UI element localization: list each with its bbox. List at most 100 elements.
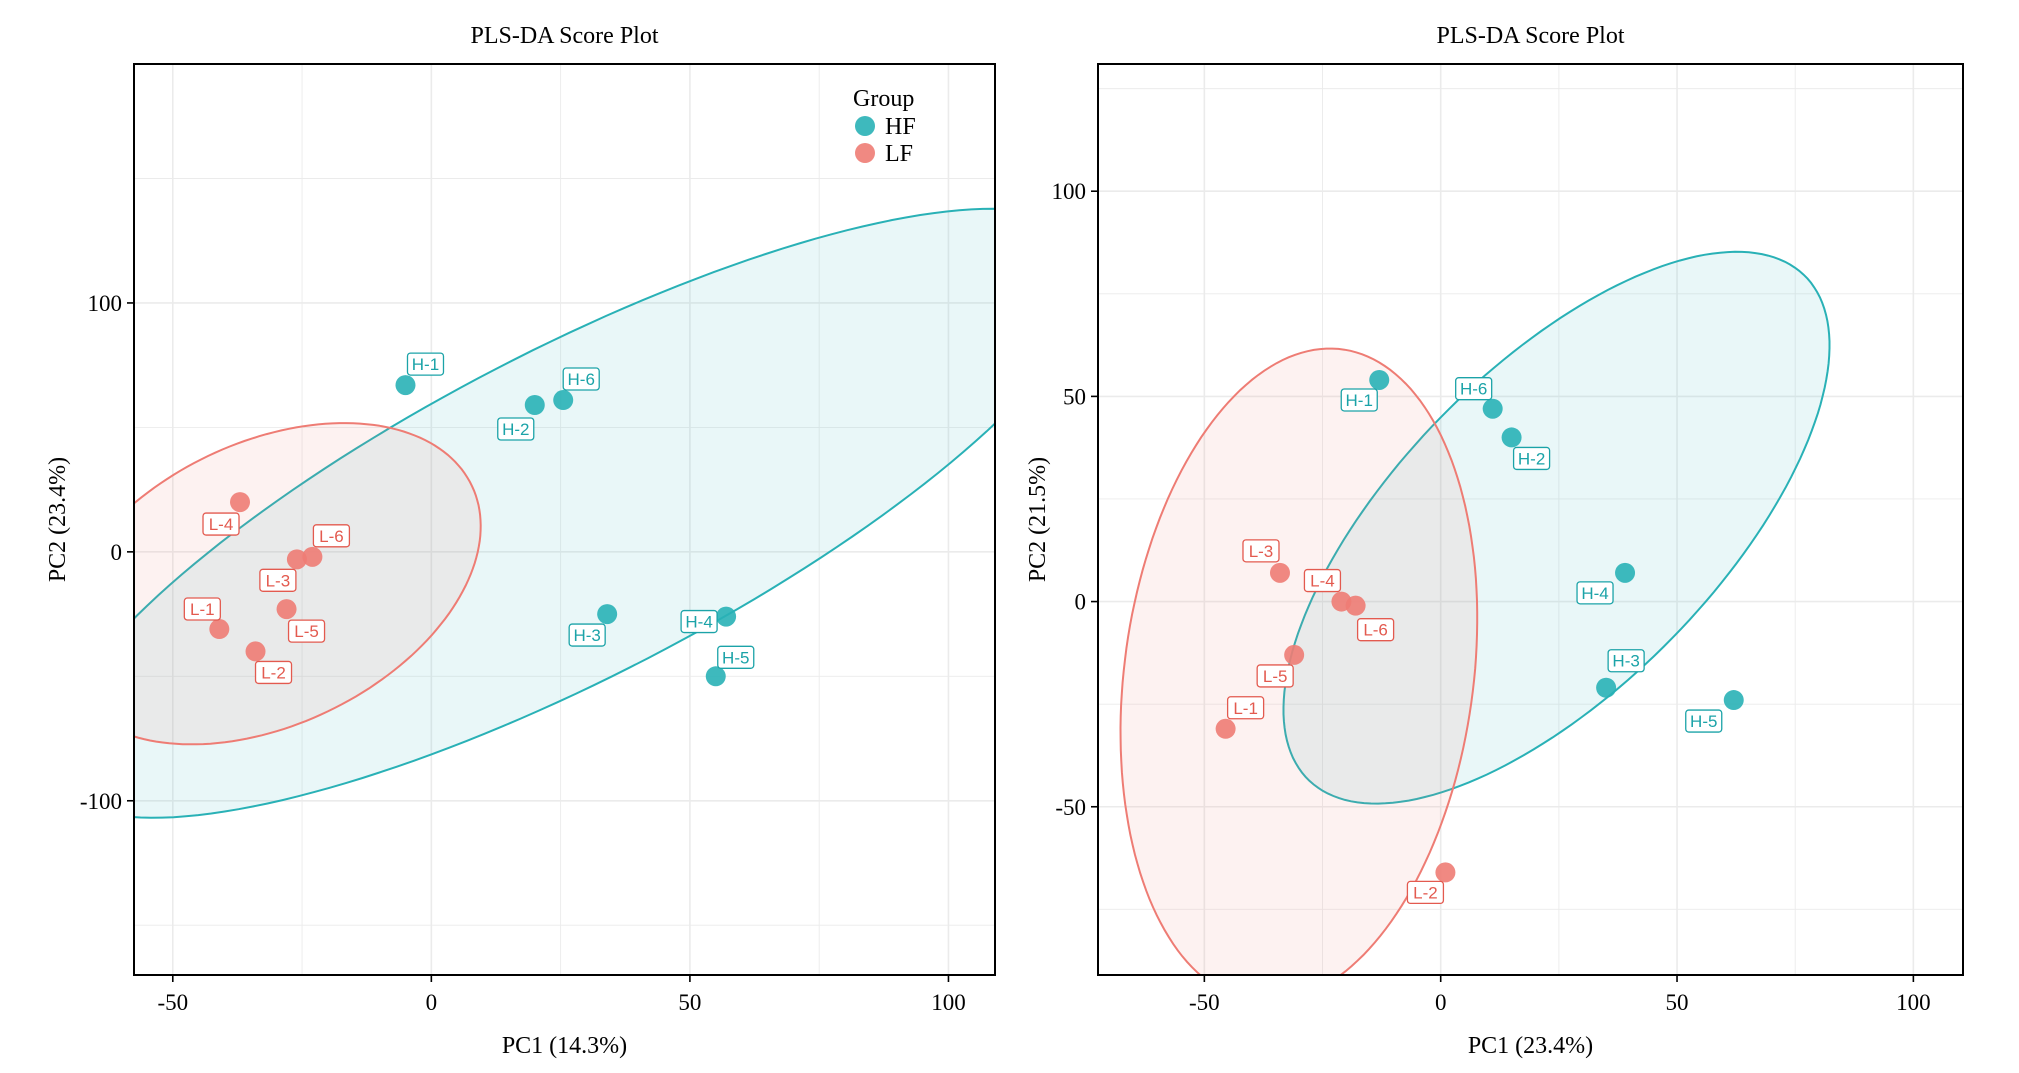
plot-panel-1: H-1 H-2 H-6 H-3 H-4 H-5 L-4 L-6 L-3 L-5 L-1 L-2 -50 0…: [45, 23, 996, 1059]
point-l-5: [1284, 644, 1305, 665]
ellipse-hf: [1282, 250, 1831, 805]
axis-ticks: -50 0 50 100 -100 0 100: [80, 291, 966, 1015]
point-h-2: [1501, 427, 1522, 448]
point-h-3: [597, 604, 618, 625]
legend-marker-hf: [855, 116, 875, 136]
point-label: H-6: [1460, 380, 1487, 399]
point-label: H-5: [1690, 712, 1717, 731]
x-tick-label: 0: [1435, 990, 1447, 1015]
point-label-box: [1576, 581, 1614, 605]
point-label-box: [568, 623, 606, 647]
point-l-2: [245, 641, 266, 662]
point-label: H-1: [412, 355, 439, 374]
data-points: H-1 H-2 H-6 H-3 H-4 H-5 L-4 L-6 L-3 L-5 L-1 L-2: [183, 352, 755, 687]
point-h-5: [1723, 690, 1744, 711]
point-h-6: [553, 390, 574, 411]
ellipse-lf: [134, 422, 482, 746]
point-label-box: [717, 645, 755, 669]
point-label-box: [1256, 664, 1294, 688]
grid-lines: [134, 64, 995, 975]
legend-title: Group: [853, 86, 914, 112]
point-label: H-1: [1346, 391, 1373, 410]
point-h-1: [1369, 369, 1390, 390]
confidence-ellipses: [1119, 250, 1831, 975]
x-tick-label: 50: [678, 990, 701, 1015]
ellipse-lf: [1119, 347, 1479, 975]
point-label: H-4: [685, 613, 712, 632]
point-h-4: [1615, 562, 1636, 583]
point-l-2: [1435, 862, 1456, 883]
panel-border: [133, 63, 996, 976]
grid-lines: [1098, 64, 1963, 975]
point-label-box: [1455, 377, 1493, 401]
x-axis-label: PC1 (14.3%): [502, 1033, 627, 1059]
point-label: H-3: [573, 626, 600, 645]
x-axis-label: PC1 (23.4%): [1468, 1033, 1593, 1059]
point-l-3: [286, 549, 307, 570]
point-l-5: [276, 599, 297, 620]
point-label: L-4: [209, 515, 234, 534]
point-label: L-3: [266, 571, 291, 590]
point-l-1: [1215, 718, 1236, 739]
point-label-box: [259, 568, 297, 592]
y-axis-label: PC2 (21.5%): [1025, 457, 1051, 582]
point-label: H-6: [568, 370, 595, 389]
x-tick-label: -50: [157, 990, 188, 1015]
point-label: H-3: [1612, 652, 1639, 671]
point-label-box: [1226, 696, 1265, 720]
point-label-box: [1406, 880, 1445, 905]
point-label-box: [497, 417, 535, 441]
plot-panel-2: H-1 H-6 H-2 H-4 H-3 H-5 L-3 L-4 L-6 L-5 L-1 L-2 -50 0…: [1025, 23, 1964, 1059]
point-label-box: [1685, 709, 1723, 733]
point-label: H-4: [1581, 584, 1608, 603]
point-label: L-6: [1363, 621, 1388, 640]
point-label-box: [1512, 446, 1551, 471]
point-label-box: [1607, 649, 1645, 673]
legend-marker-lf: [855, 143, 875, 163]
y-tick-label: 0: [1075, 590, 1087, 615]
point-l-6: [302, 546, 323, 567]
point-label-box: [202, 512, 240, 536]
point-h-2: [524, 395, 545, 416]
point-h-1: [395, 375, 416, 396]
point-label-box: [254, 660, 293, 685]
y-tick-label: -100: [80, 789, 122, 814]
point-label: L-5: [294, 622, 319, 641]
y-tick-label: 100: [88, 291, 123, 316]
legend-label-lf: LF: [885, 141, 913, 167]
point-label-box: [1242, 539, 1280, 563]
point-label-box: [312, 524, 351, 548]
point-l-6: [1345, 595, 1366, 616]
point-label: L-3: [1249, 542, 1274, 561]
point-label: H-2: [1518, 449, 1545, 468]
point-label: H-2: [502, 420, 529, 439]
x-tick-label: 50: [1666, 990, 1689, 1015]
point-h-6: [1482, 398, 1503, 419]
point-label: L-4: [1310, 572, 1335, 591]
y-tick-label: 50: [1063, 384, 1086, 409]
chart-title: PLS-DA Score Plot: [470, 23, 658, 49]
point-label-box: [183, 597, 221, 621]
point-label-box: [406, 352, 445, 376]
axis-ticks: -50 0 50 100 -50 0 50 100: [1052, 179, 1931, 1015]
ellipse-hf: [134, 207, 995, 819]
x-tick-label: 0: [426, 990, 438, 1015]
point-h-5: [705, 666, 726, 687]
legend-label-hf: HF: [885, 114, 916, 140]
point-label: L-2: [1413, 883, 1438, 902]
y-tick-label: -50: [1055, 795, 1086, 820]
point-label-box: [1340, 388, 1378, 412]
x-tick-label: 100: [1896, 990, 1931, 1015]
point-label-box: [562, 367, 600, 391]
point-h-3: [1596, 677, 1617, 698]
point-label: L-1: [190, 600, 215, 619]
point-label: L-2: [261, 663, 286, 682]
point-label: L-1: [1233, 699, 1258, 718]
panel-border: [1097, 63, 1964, 976]
point-label-box: [680, 609, 718, 634]
point-label-box: [287, 619, 326, 643]
point-label: L-6: [319, 527, 344, 546]
point-l-4: [230, 492, 251, 513]
